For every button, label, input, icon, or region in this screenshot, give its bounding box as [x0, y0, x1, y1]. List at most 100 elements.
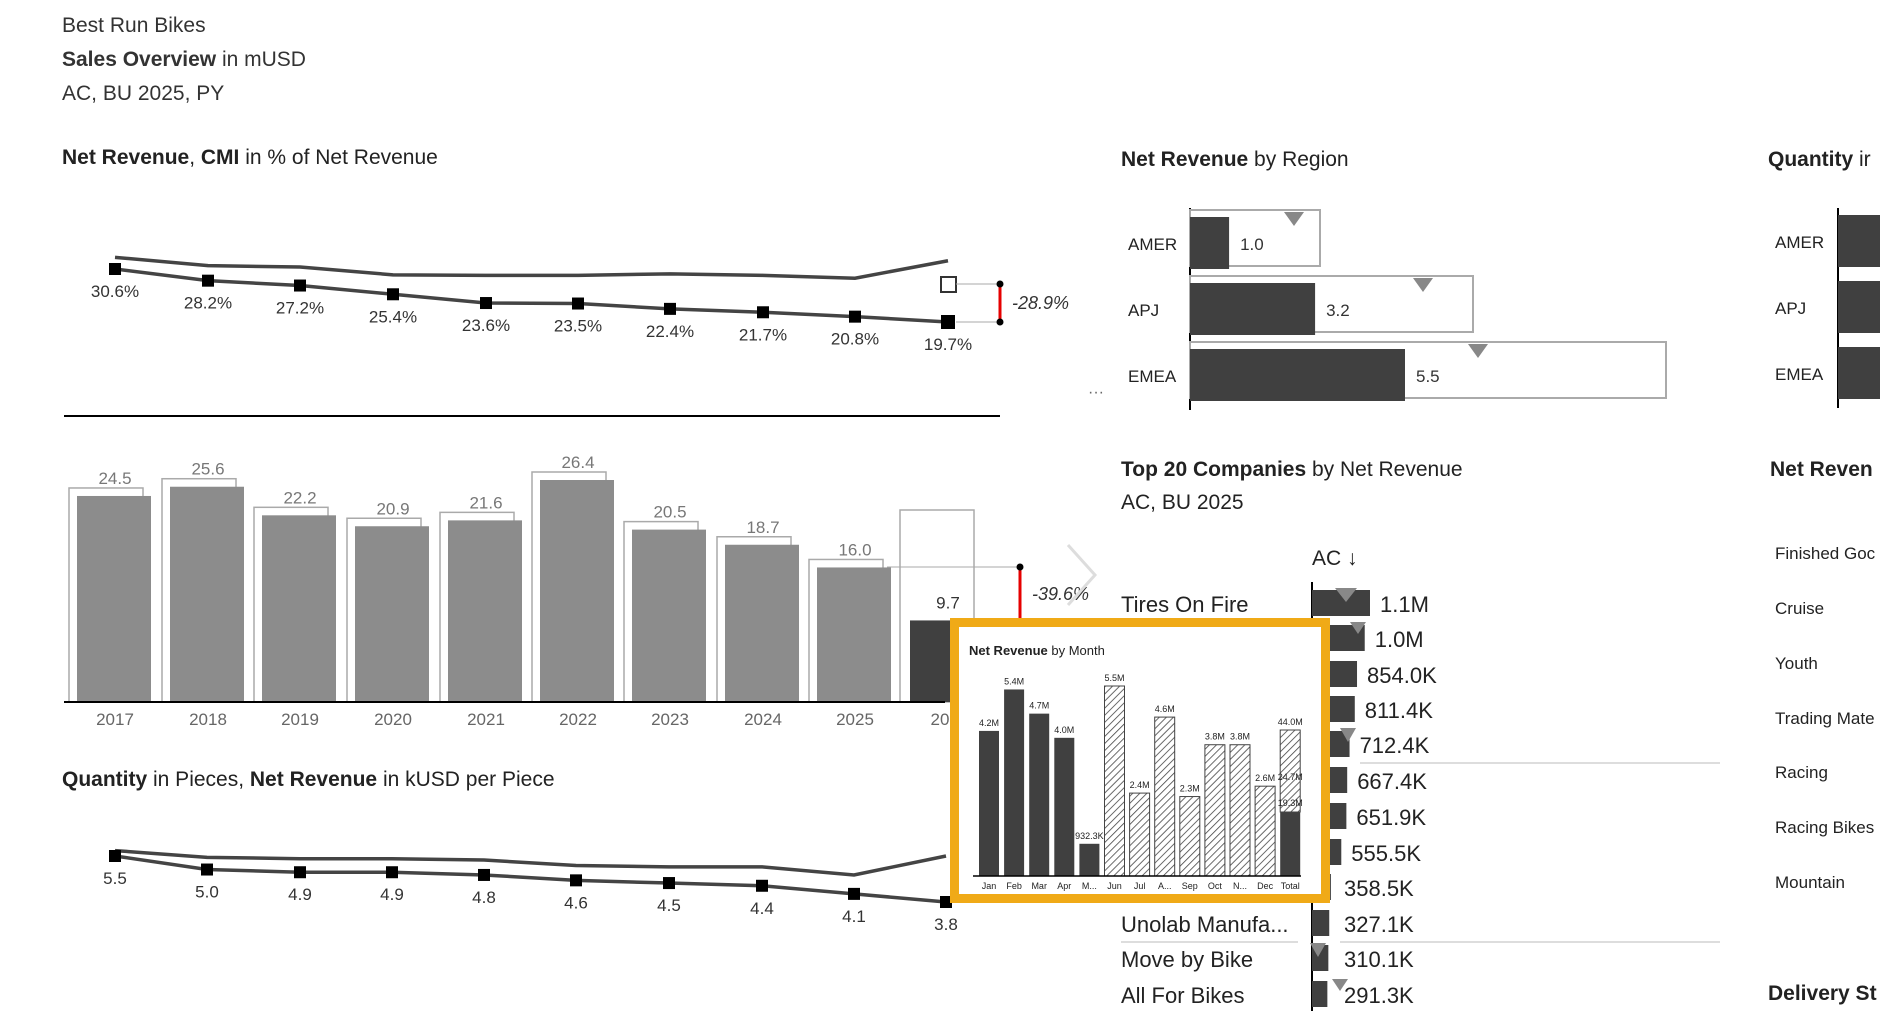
revenue-data-label: 18.7: [746, 518, 779, 537]
revenue-x-tick: 2019: [281, 710, 319, 729]
region-data-label: 5.5: [1416, 367, 1440, 386]
revenue-x-tick: 2025: [836, 710, 874, 729]
page-title: Sales Overview in mUSD: [62, 48, 306, 72]
company-value-label: 854.0K: [1367, 663, 1437, 688]
quantity-region-title: Quantity ir: [1768, 148, 1871, 172]
tooltip-total-bar-fc: [1279, 729, 1301, 813]
region-bar: [1190, 217, 1230, 269]
cmi-point: [941, 315, 955, 329]
tooltip-bar: [1179, 796, 1201, 877]
page-title-bold: Sales Overview: [62, 48, 217, 71]
quantity-region-category: AMER: [1775, 233, 1824, 252]
quantity-point: [294, 866, 306, 879]
tooltip-bar: [1104, 685, 1125, 877]
revenue-bar: [448, 520, 522, 702]
tooltip-title-rest: by Month: [1047, 643, 1105, 658]
scenario-label: AC, BU 2025, PY: [62, 82, 225, 105]
revenue-x-tick: 2017: [96, 710, 134, 729]
region-title-rest: by Region: [1248, 148, 1349, 171]
revenue-data-label: 26.4: [561, 453, 594, 472]
revenue-data-label: 21.6: [469, 493, 502, 512]
product-category-label: Mountain: [1775, 873, 1845, 892]
delivery-title-bold: Delivery St: [1768, 982, 1877, 1005]
region-category-label: AMER: [1128, 235, 1177, 254]
quantity-title-bold2: Net Revenue: [249, 768, 378, 791]
product-category-label: Racing: [1775, 763, 1828, 782]
quantity-data-label: 4.9: [288, 885, 312, 904]
cmi-data-label: 19.7%: [924, 335, 972, 354]
cmi-chart-title: Net Revenue, CMI in % of Net Revenue: [62, 146, 438, 170]
tooltip-title-bold: Net Revenue: [969, 643, 1048, 658]
company-name-label: Unolab Manufa...: [1121, 912, 1289, 937]
company-bar: [1312, 910, 1330, 936]
top-companies-subtitle: AC, BU 2025: [1121, 491, 1244, 514]
tooltip-data-label: 932.3K: [1075, 831, 1104, 841]
region-category-label: EMEA: [1128, 367, 1177, 386]
product-category-label: Cruise: [1775, 599, 1824, 618]
tooltip-data-label: 2.6M: [1255, 773, 1275, 783]
tooltip-data-label: 19.3M: [1278, 798, 1303, 808]
quantity-data-label: 5.5: [103, 869, 127, 888]
more-options-icon[interactable]: ···: [1088, 384, 1104, 401]
region-budget-marker: [1284, 212, 1304, 226]
company-budget-marker: [1335, 588, 1357, 602]
cmi-title-bold2: CMI: [200, 146, 240, 169]
company-budget-marker: [1332, 979, 1348, 991]
quantity-point: [940, 896, 952, 908]
cmi-data-label: 27.2%: [276, 299, 324, 318]
tooltip-data-label: 3.8M: [1205, 732, 1225, 742]
cmi-point: [849, 310, 861, 323]
revenue-bar: [262, 515, 336, 702]
cmi-data-label: 28.2%: [184, 294, 232, 313]
tooltip-x-tick: Total: [1281, 881, 1300, 891]
company-name-label: Tires On Fire: [1121, 592, 1249, 617]
company-name-label: Move by Bike: [1121, 947, 1253, 972]
revenue-data-label: 24.5: [98, 469, 131, 488]
quantity-point: [848, 887, 860, 900]
tooltip-x-tick: A...: [1158, 881, 1172, 891]
quantity-data-label: 4.1: [842, 907, 866, 926]
tooltip-data-label: 4.7M: [1029, 701, 1049, 711]
tooltip-total-bar-ac: [1280, 812, 1301, 876]
tooltip-bar: [1229, 744, 1251, 877]
tooltip-bar: [1029, 713, 1050, 876]
revenue-x-tick: 20: [931, 710, 950, 729]
quantity-point: [386, 866, 398, 879]
quantity-point: [201, 863, 213, 876]
company-bar: [1312, 981, 1328, 1007]
cmi-title-sep: ,: [189, 146, 201, 169]
revenue-bar: [170, 486, 244, 702]
region-budget-marker: [1468, 344, 1488, 358]
tooltip-bar: [1079, 843, 1100, 876]
cmi-py-point: [940, 276, 957, 293]
region-title-bold: Net Revenue: [1121, 148, 1249, 171]
company-value-label: 712.4K: [1360, 733, 1430, 758]
tooltip-x-tick: Mar: [1031, 881, 1047, 891]
company-budget-marker: [1340, 728, 1356, 742]
net-revenue-by-month-tooltip[interactable]: Net Revenue by Month 4.2M Jan 5.4M Feb 4.7M M…: [950, 618, 1330, 903]
quantity-data-label: 4.9: [380, 885, 404, 904]
tooltip-bar: [1254, 785, 1276, 877]
tooltip-data-label: 24.7M: [1278, 772, 1303, 782]
quantity-chart-title: Quantity in Pieces, Net Revenue in kUSD …: [62, 768, 555, 792]
tooltip-bar: [1204, 744, 1226, 877]
revenue-delta-label: -39.6%: [1032, 584, 1089, 604]
revenue-bar: [355, 526, 429, 702]
cmi-delta-label: -28.9%: [1012, 293, 1069, 313]
tooltip-data-label: 4.6M: [1155, 704, 1175, 714]
quantity-region-title-rest: ir: [1853, 148, 1871, 171]
tooltip-bar: [1054, 737, 1075, 876]
region-data-label: 3.2: [1326, 301, 1350, 320]
company-value-label: 291.3K: [1344, 983, 1414, 1008]
revenue-bar: [540, 480, 614, 702]
top-companies-title-bold: Top 20 Companies: [1121, 458, 1307, 481]
cmi-point: [387, 288, 399, 301]
quantity-point: [570, 874, 582, 887]
tooltip-data-label: 2.4M: [1130, 780, 1150, 790]
tooltip-bar-chart: 4.2M Jan 5.4M Feb 4.7M Mar 4.0M Apr 932.3K M... 5.…: [973, 673, 1303, 891]
quantity-region-title-bold: Quantity: [1768, 148, 1854, 171]
tooltip-x-tick: Oct: [1208, 881, 1223, 891]
tooltip-bar: [1154, 716, 1176, 877]
product-category-label: Youth: [1775, 654, 1818, 673]
